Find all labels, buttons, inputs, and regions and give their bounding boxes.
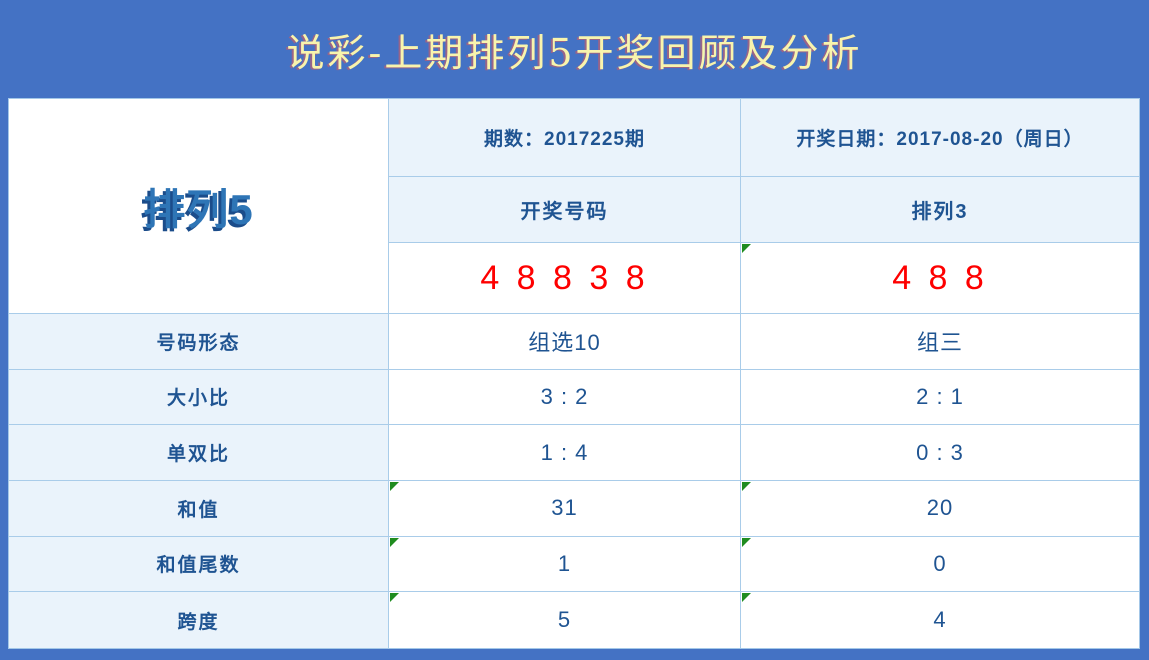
- row-value-main: 3 : 2: [540, 383, 589, 409]
- row-value-main: 5: [557, 607, 572, 633]
- row-value-main-cell: 1 : 4: [389, 425, 741, 481]
- game-name-cell: 排列5: [9, 99, 389, 314]
- page-title: 说彩-上期排列5开奖回顾及分析: [286, 30, 863, 75]
- draw-date-cell: 开奖日期：2017-08-20（周日）: [741, 99, 1139, 177]
- cell-flag-icon: [390, 482, 399, 491]
- row-label: 跨度: [177, 611, 220, 633]
- row-value-main: 31: [551, 495, 578, 521]
- row-value-main: 1 : 4: [540, 439, 589, 465]
- row-value-secondary-cell: 2 : 1: [741, 369, 1139, 426]
- row-value-secondary-cell: 组三: [741, 314, 1139, 370]
- secondary-column-header: 排列3: [741, 177, 1139, 243]
- row-label-cell: 跨度: [9, 592, 389, 648]
- row-label-cell: 单双比: [9, 425, 389, 481]
- numbers-column-header-text: 开奖号码: [520, 201, 609, 223]
- row-value-secondary: 0: [933, 550, 947, 576]
- row-value-secondary-cell: 20: [741, 481, 1139, 537]
- winning-numbers: 4 8 8 3 8: [480, 258, 649, 297]
- row-label: 号码形态: [156, 332, 241, 354]
- row-label-cell: 大小比: [9, 369, 389, 426]
- row-label: 和值: [177, 499, 220, 521]
- secondary-numbers: 4 8 8: [892, 258, 988, 297]
- row-value-secondary-cell: 0: [741, 536, 1139, 593]
- issue-text: 期数：2017225期: [484, 129, 645, 150]
- secondary-column-header-text: 排列3: [911, 201, 969, 223]
- row-value-main: 1: [557, 550, 572, 576]
- numbers-column-header: 开奖号码: [389, 177, 741, 243]
- banner: 说彩-上期排列5开奖回顾及分析: [0, 0, 1149, 98]
- row-value-main-cell: 31: [389, 481, 741, 537]
- row-value-main-cell: 1: [389, 536, 741, 593]
- row-value-secondary: 0 : 3: [916, 439, 964, 465]
- row-value-main-cell: 3 : 2: [389, 369, 741, 426]
- winning-numbers-cell: 4 8 8 3 8: [389, 243, 741, 314]
- cell-flag-icon: [742, 482, 751, 491]
- row-label-cell: 和值尾数: [9, 536, 389, 593]
- row-label: 大小比: [166, 388, 230, 410]
- cell-flag-icon: [742, 593, 751, 603]
- row-value-main-cell: 组选10: [389, 314, 741, 370]
- row-label-cell: 和值: [9, 481, 389, 537]
- row-label: 单双比: [166, 444, 230, 466]
- row-value-main: 组选10: [528, 330, 601, 356]
- issue-cell: 期数：2017225期: [389, 99, 741, 177]
- cell-flag-icon: [742, 537, 751, 547]
- row-value-secondary: 4: [933, 607, 947, 633]
- table-frame: 排列5 期数：2017225期 开奖日期：2017-08-20（周日） 开奖号码…: [0, 98, 1149, 660]
- results-table: 排列5 期数：2017225期 开奖日期：2017-08-20（周日） 开奖号码…: [8, 98, 1140, 649]
- secondary-numbers-cell: 4 8 8: [741, 243, 1139, 314]
- row-value-secondary-cell: 0 : 3: [741, 425, 1139, 481]
- cell-flag-icon: [390, 537, 399, 547]
- cell-flag-icon: [742, 244, 751, 253]
- row-value-secondary-cell: 4: [741, 592, 1139, 648]
- cell-flag-icon: [390, 593, 399, 603]
- game-name: 排列5: [143, 185, 254, 233]
- row-value-secondary: 2 : 1: [916, 383, 964, 409]
- row-label: 和值尾数: [156, 555, 241, 577]
- draw-date-text: 开奖日期：2017-08-20（周日）: [796, 129, 1084, 150]
- row-value-secondary: 组三: [916, 330, 963, 356]
- row-value-secondary: 20: [926, 495, 954, 521]
- row-value-main-cell: 5: [389, 592, 741, 648]
- row-label-cell: 号码形态: [9, 314, 389, 370]
